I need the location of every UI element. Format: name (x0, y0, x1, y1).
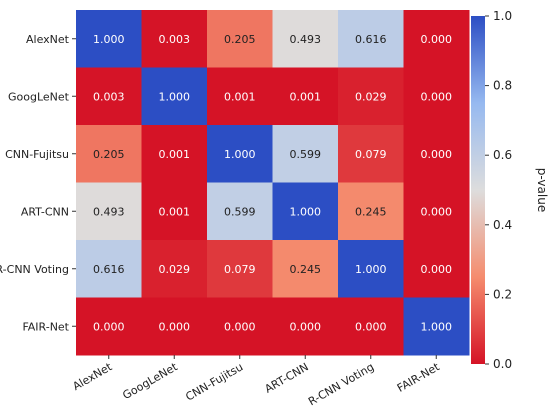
cell-value-label: 0.000 (93, 320, 125, 333)
cell-value-label: 0.000 (159, 320, 191, 333)
heatmap-cell (272, 182, 339, 241)
heatmap-cell (272, 297, 339, 356)
heatmap-cell (403, 67, 470, 126)
heatmap-cell (141, 240, 208, 298)
heatmap-cell (403, 182, 470, 241)
x-tick-label: R-CNN Voting (306, 360, 376, 408)
heatmap-cell (403, 10, 470, 68)
cell-value-label: 0.245 (290, 263, 322, 276)
heatmap-cell (338, 240, 404, 298)
cell-value-label: 0.079 (355, 148, 387, 161)
heatmap-cell (141, 182, 208, 241)
heatmap-cell (338, 10, 404, 68)
cell-value-label: 1.000 (421, 320, 453, 333)
colorbar-tick-label: 1.0 (493, 9, 512, 23)
cell-value-label: 0.001 (290, 90, 322, 103)
heatmap-cell (207, 182, 273, 241)
heatmap-cell (338, 182, 404, 241)
heatmap-cell (141, 125, 208, 183)
heatmap-cell (141, 297, 208, 356)
cell-value-label: 0.001 (224, 90, 256, 103)
cell-value-label: 0.029 (159, 263, 191, 276)
heatmap-cell (338, 67, 404, 126)
cell-value-label: 0.493 (93, 205, 125, 218)
heatmap-cell (76, 182, 142, 241)
cell-value-label: 0.205 (93, 148, 125, 161)
heatmap-cell (76, 297, 142, 356)
x-tick-label: CNN-Fujitsu (183, 360, 245, 403)
heatmap-cell (403, 125, 470, 183)
cell-value-label: 0.001 (159, 148, 191, 161)
heatmap-cell (207, 67, 273, 126)
heatmap-cell (272, 67, 339, 126)
colorbar-label: p-value (535, 168, 549, 212)
y-tick-label: CNN-Fujitsu (5, 148, 69, 161)
cell-value-label: 0.205 (224, 33, 256, 46)
colorbar-tick-label: 0.4 (493, 218, 512, 232)
heatmap-cell (76, 240, 142, 298)
cell-value-label: 1.000 (93, 33, 125, 46)
cell-value-label: 0.003 (93, 90, 125, 103)
heatmap-cell (403, 297, 470, 356)
cell-value-label: 1.000 (355, 263, 387, 276)
y-tick-label: FAIR-Net (22, 320, 69, 333)
heatmap-cell (272, 240, 339, 298)
cell-value-label: 0.616 (93, 263, 125, 276)
cell-value-label: 0.000 (421, 90, 453, 103)
heatmap-cell (403, 240, 470, 298)
heatmap-cell (207, 240, 273, 298)
heatmap-cell (141, 67, 208, 126)
colorbar-tick-label: 0.6 (493, 148, 512, 162)
cell-value-label: 0.616 (355, 33, 387, 46)
cell-value-label: 0.000 (224, 320, 256, 333)
y-tick-label: GoogLeNet (8, 90, 70, 103)
y-tick-label: R-CNN Voting (0, 263, 69, 276)
cell-value-label: 0.003 (159, 33, 191, 46)
heatmap-cell (338, 125, 404, 183)
heatmap-cell (76, 67, 142, 126)
heatmap-cell (207, 125, 273, 183)
x-tick-label: FAIR-Net (395, 360, 442, 395)
heatmap-cell (141, 10, 208, 68)
x-tick-label: AlexNet (71, 360, 115, 393)
cell-value-label: 0.000 (421, 148, 453, 161)
heatmap-cell (272, 10, 339, 68)
cell-value-label: 1.000 (159, 90, 191, 103)
cell-value-label: 0.599 (290, 148, 322, 161)
cell-value-label: 0.001 (159, 205, 191, 218)
y-tick-label: AlexNet (26, 33, 70, 46)
cell-value-label: 0.000 (421, 33, 453, 46)
x-tick-label: GoogLeNet (120, 360, 180, 402)
colorbar-tick-label: 0.8 (493, 79, 512, 93)
heatmap-cell (76, 125, 142, 183)
cell-value-label: 0.000 (355, 320, 387, 333)
cell-value-label: 0.245 (355, 205, 387, 218)
colorbar (471, 16, 485, 364)
cell-value-label: 0.079 (224, 263, 256, 276)
cell-value-label: 0.000 (421, 263, 453, 276)
cell-value-label: 1.000 (290, 205, 322, 218)
cell-value-label: 0.000 (421, 205, 453, 218)
cell-value-label: 0.599 (224, 205, 256, 218)
y-tick-label: ART-CNN (21, 205, 69, 218)
cell-value-label: 1.000 (224, 148, 256, 161)
heatmap-cell (76, 10, 142, 68)
heatmap-cell (207, 10, 273, 68)
cell-value-label: 0.000 (290, 320, 322, 333)
cell-value-label: 0.029 (355, 90, 387, 103)
colorbar-tick-label: 0.0 (493, 357, 512, 371)
colorbar-tick-label: 0.2 (493, 287, 512, 301)
heatmap-cell (338, 297, 404, 356)
heatmap-cell (272, 125, 339, 183)
heatmap-cell (207, 297, 273, 356)
cell-value-label: 0.493 (290, 33, 322, 46)
x-tick-label: ART-CNN (263, 360, 311, 395)
